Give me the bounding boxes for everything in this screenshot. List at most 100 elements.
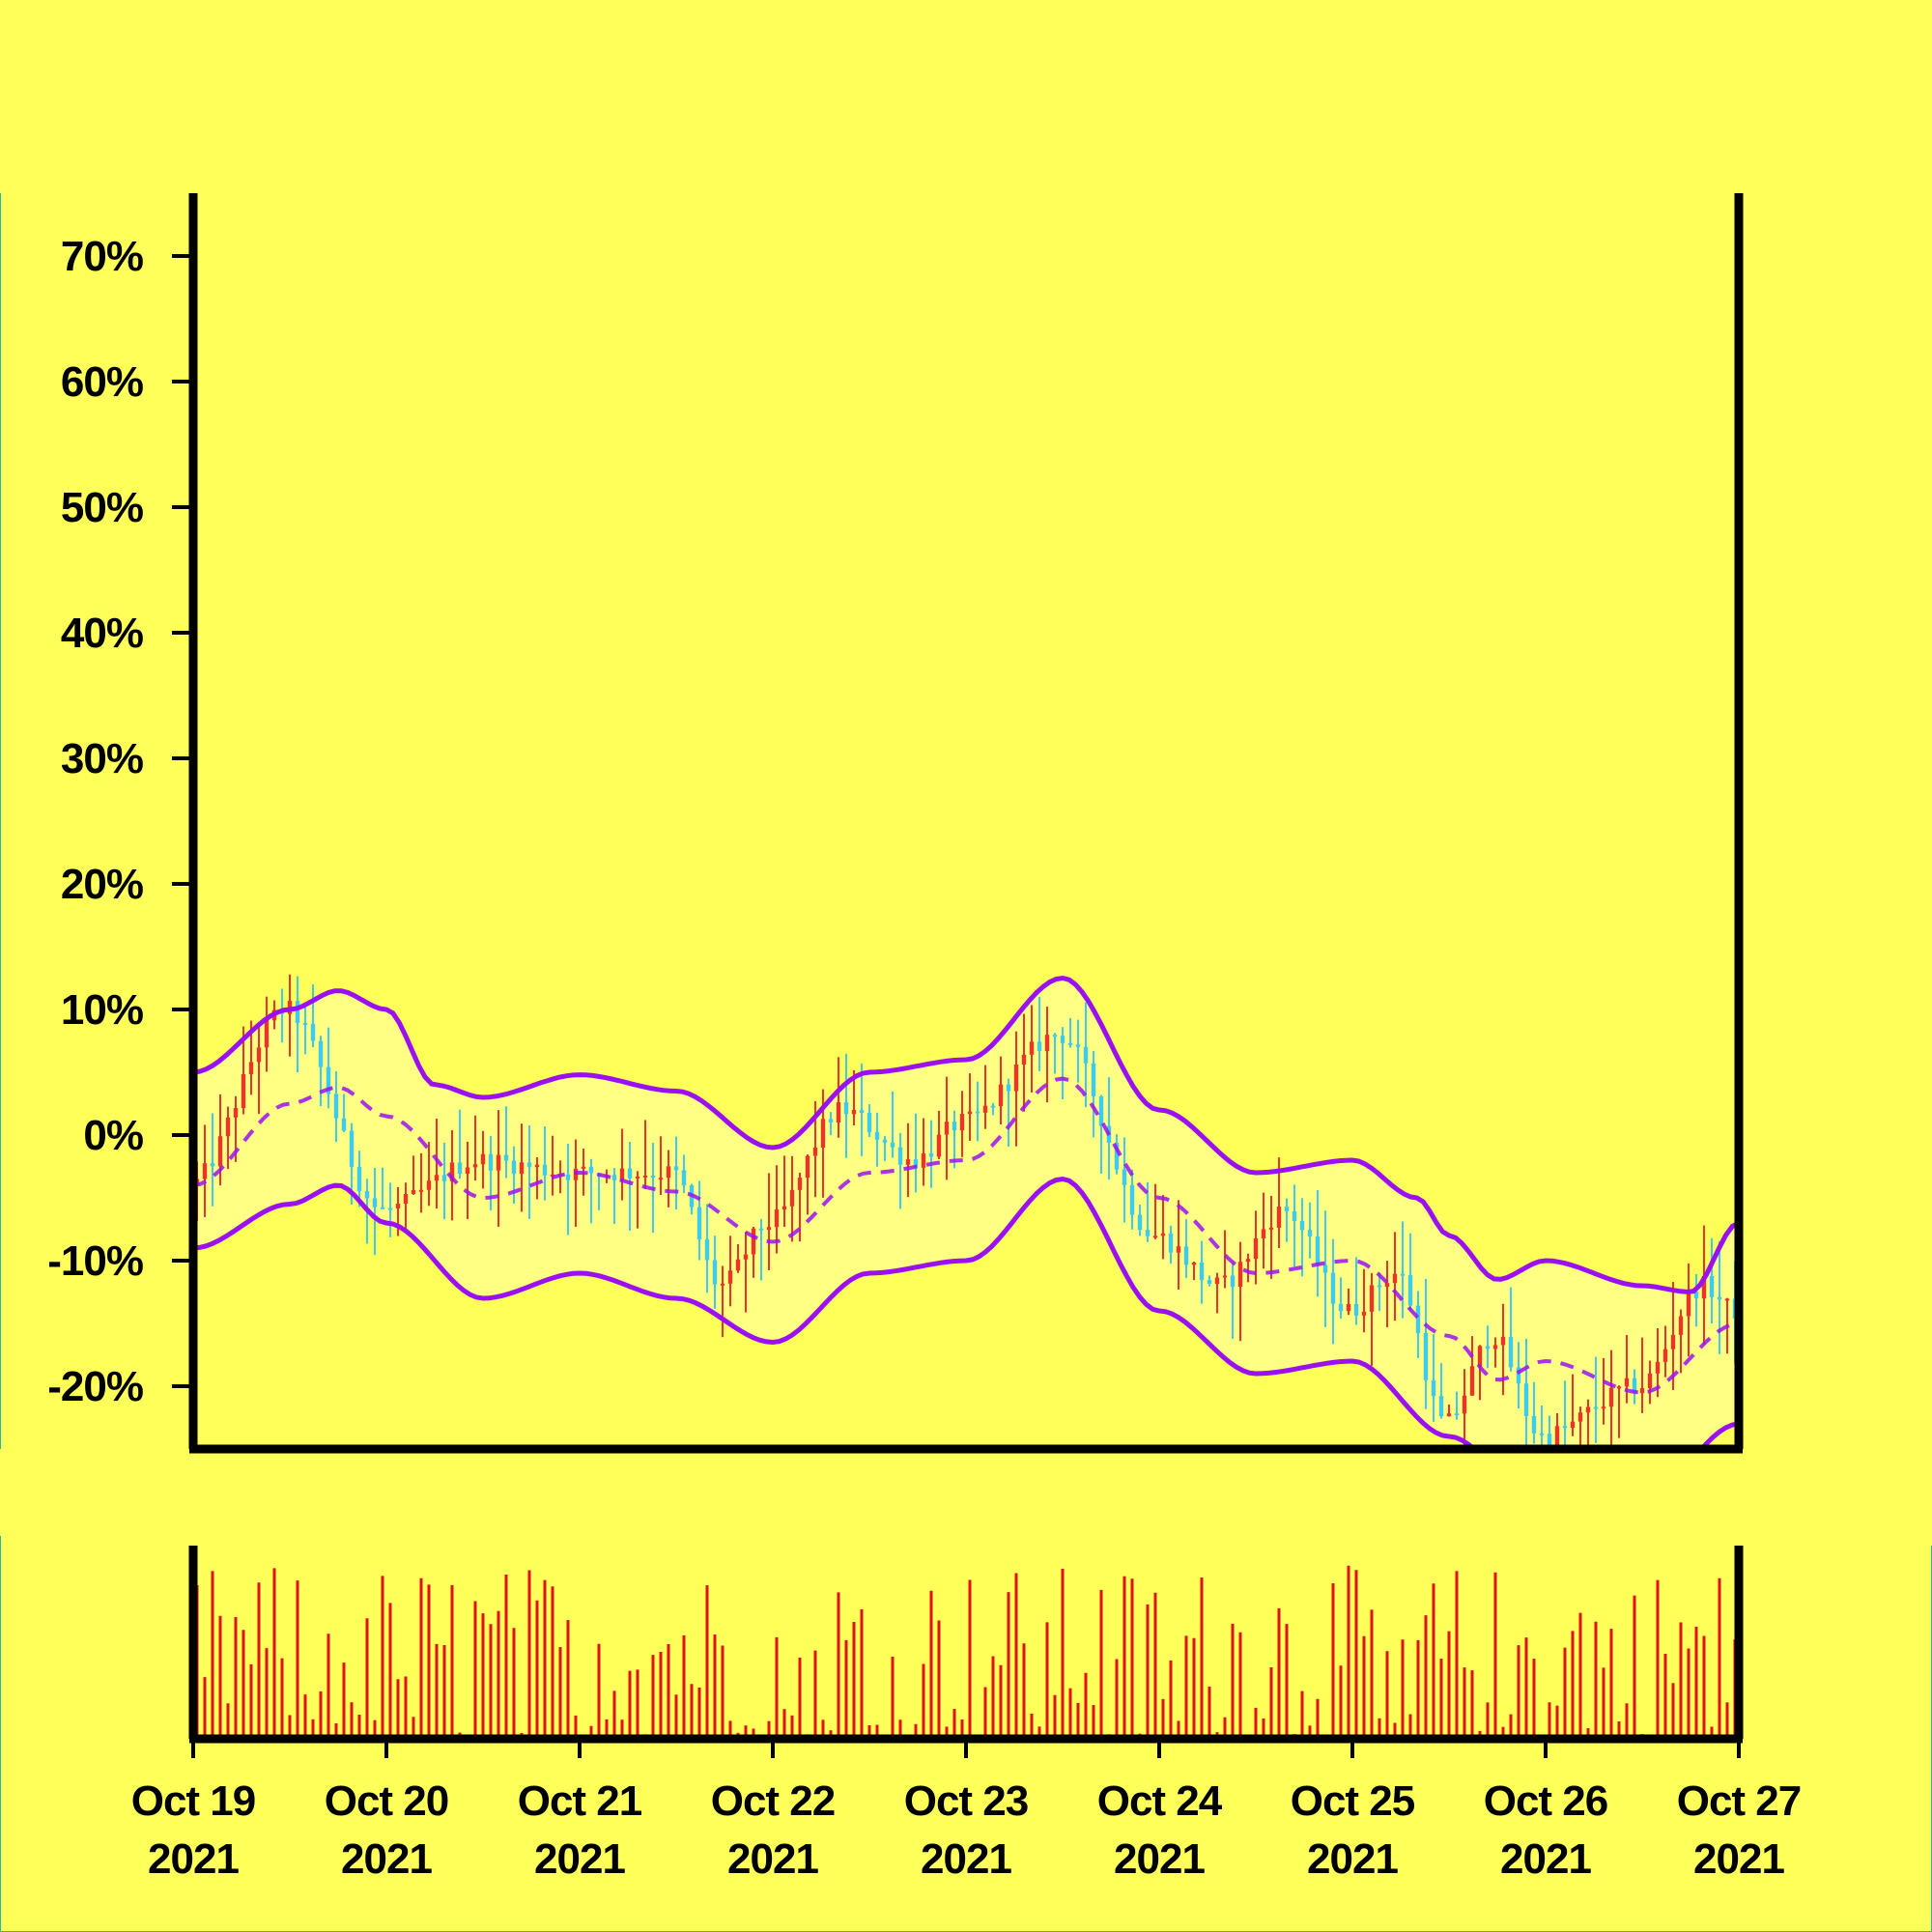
candle [1168, 1225, 1174, 1264]
candle-body [975, 1111, 980, 1114]
candle [1330, 1238, 1336, 1345]
x-tick-label-year: 2021 [1307, 1835, 1398, 1883]
candle [210, 1113, 215, 1207]
candle [1678, 1309, 1684, 1374]
candle [743, 1232, 749, 1313]
candle-body [1299, 1220, 1305, 1231]
candle-body [1052, 1035, 1058, 1037]
candle-body [534, 1164, 540, 1168]
candle [418, 1152, 424, 1213]
candle-body [1693, 1292, 1699, 1299]
candle [1230, 1263, 1236, 1339]
candle [1670, 1282, 1676, 1390]
candle [1462, 1369, 1467, 1446]
candle [1377, 1272, 1382, 1312]
candle-body [1353, 1303, 1359, 1316]
x-tick-label-date: Oct 24 [1097, 1777, 1223, 1825]
candle [1075, 1019, 1081, 1083]
candle [1245, 1253, 1251, 1283]
candle-body [1369, 1285, 1375, 1312]
candle [975, 1081, 980, 1142]
candle-body [472, 1164, 478, 1168]
y-tick-label: -20% [47, 1363, 143, 1410]
mask-right [1743, 0, 1932, 1546]
candle-body [627, 1168, 633, 1179]
candle-body [673, 1166, 679, 1171]
candle [952, 1110, 957, 1169]
candle [774, 1165, 780, 1254]
y-tick-label: 40% [61, 610, 143, 657]
candle [727, 1236, 733, 1307]
candle [928, 1120, 934, 1188]
y-tick-label: 30% [61, 735, 143, 782]
candle-body [1168, 1233, 1174, 1253]
candle-body [1191, 1262, 1197, 1265]
candle-body [666, 1166, 671, 1179]
candle [1091, 1050, 1096, 1138]
candle [1454, 1391, 1460, 1420]
candle [256, 1026, 262, 1115]
candles-group [194, 974, 1738, 1475]
candle-body [1423, 1332, 1429, 1380]
candle-body [1377, 1285, 1382, 1288]
candle [1029, 1005, 1035, 1093]
candle-body [658, 1178, 664, 1180]
candle-body [1570, 1421, 1576, 1429]
candle-body [1438, 1396, 1444, 1417]
candle [225, 1106, 231, 1170]
candle-body [1199, 1262, 1205, 1280]
candle-body [1292, 1210, 1297, 1221]
candle [1516, 1342, 1521, 1409]
candle-body [326, 1066, 331, 1094]
candle-body [1717, 1296, 1722, 1300]
candle [1261, 1192, 1266, 1269]
candle [565, 1143, 571, 1236]
candle-body [465, 1167, 470, 1175]
x-tick-label-date: Oct 20 [325, 1777, 449, 1825]
candle-body [913, 1159, 919, 1168]
candle-body [1091, 1063, 1096, 1096]
candle-body [588, 1166, 594, 1174]
candle-body [936, 1134, 942, 1157]
candle [534, 1157, 540, 1200]
x-tick-label-date: Oct 27 [1677, 1777, 1802, 1825]
candle-body [812, 1147, 818, 1156]
candle-body [426, 1180, 432, 1190]
candle-body [867, 1113, 872, 1133]
candle [1191, 1262, 1197, 1281]
candle [426, 1142, 432, 1207]
candle-body [1207, 1279, 1212, 1284]
candle-body [1098, 1095, 1104, 1126]
candle-body [403, 1194, 409, 1205]
candle-body [1492, 1345, 1498, 1350]
candle-body [349, 1130, 355, 1167]
candle-body [318, 1040, 324, 1067]
candle [1662, 1325, 1668, 1378]
x-axis-ticks: Oct 19 2021 Oct 20 2021 Oct 21 2021 Oct 22 2021… [131, 1739, 1802, 1883]
candle-body [1469, 1366, 1475, 1396]
candle-body [264, 1020, 270, 1048]
candle-body [704, 1239, 710, 1261]
candle [496, 1110, 501, 1228]
candle-body [650, 1175, 656, 1179]
candle-body [256, 1047, 262, 1063]
candle [333, 1071, 339, 1143]
candle-body [372, 1198, 378, 1208]
y-tick-label: 0% [83, 1112, 143, 1159]
candle [511, 1146, 517, 1205]
candle-body [1037, 1041, 1042, 1052]
candle-body [248, 1062, 254, 1074]
candle-body [619, 1168, 625, 1180]
candle [905, 1122, 911, 1198]
x-tick-label-year: 2021 [921, 1835, 1011, 1883]
candle [867, 1104, 872, 1138]
candle [704, 1204, 710, 1293]
candle-body [982, 1105, 988, 1113]
candle-body [635, 1176, 640, 1179]
candle-body [1384, 1283, 1390, 1288]
candle-body [859, 1110, 865, 1114]
candle [1647, 1360, 1653, 1405]
bollinger-band-fill [193, 978, 1739, 1512]
x-tick-label-year: 2021 [727, 1835, 818, 1883]
